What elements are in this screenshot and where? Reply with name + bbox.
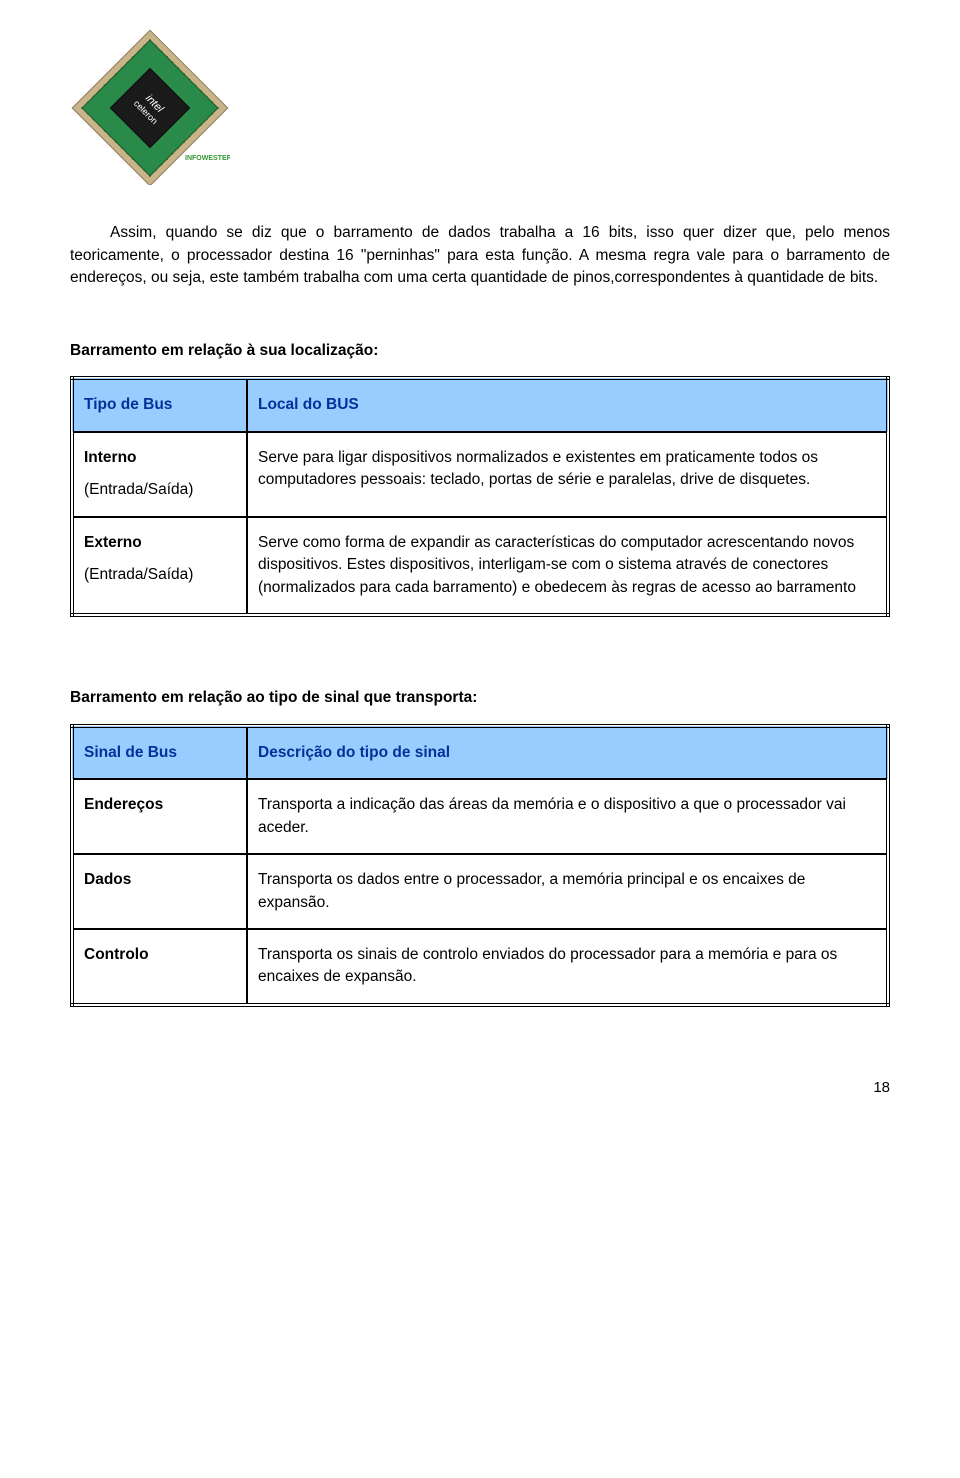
table2-row1-label: Dados	[72, 854, 247, 929]
table-header-row: Sinal de Bus Descrição do tipo de sinal	[72, 726, 888, 779]
table-row: Externo (Entrada/Saída) Serve como forma…	[72, 517, 888, 615]
row-label-strong: Interno	[84, 447, 236, 469]
table-row: Dados Transporta os dados entre o proces…	[72, 854, 888, 929]
intro-paragraph: Assim, quando se diz que o barramento de…	[70, 222, 890, 289]
table-header-row: Tipo de Bus Local do BUS	[72, 378, 888, 431]
table2-title: Barramento em relação ao tipo de sinal q…	[70, 687, 890, 709]
table-row: Controlo Transporta os sinais de control…	[72, 929, 888, 1005]
row-label-strong: Endereços	[84, 794, 236, 816]
table-row: Endereços Transporta a indicação das áre…	[72, 779, 888, 854]
table1-row0-label: Interno (Entrada/Saída)	[72, 432, 247, 517]
row-label-sub: (Entrada/Saída)	[84, 564, 236, 586]
table1-row1-label: Externo (Entrada/Saída)	[72, 517, 247, 615]
table2-row1-desc: Transporta os dados entre o processador,…	[247, 854, 888, 929]
bus-location-table: Tipo de Bus Local do BUS Interno (Entrad…	[70, 376, 890, 617]
table2-col1: Descrição do tipo de sinal	[247, 726, 888, 779]
page-number: 18	[70, 1077, 890, 1099]
row-label-strong: Controlo	[84, 944, 236, 966]
table-row: Interno (Entrada/Saída) Serve para ligar…	[72, 432, 888, 517]
table2-row0-desc: Transporta a indicação das áreas da memó…	[247, 779, 888, 854]
svg-text:INFOWESTER.COM: INFOWESTER.COM	[185, 155, 230, 162]
table1-title: Barramento em relação à sua localização:	[70, 340, 890, 362]
table1-col1: Local do BUS	[247, 378, 888, 431]
table1-col0: Tipo de Bus	[72, 378, 247, 431]
row-label-sub: (Entrada/Saída)	[84, 479, 236, 501]
intro-text: Assim, quando se diz que o barramento de…	[70, 224, 890, 286]
row-label-strong: Externo	[84, 532, 236, 554]
table1-row1-desc: Serve como forma de expandir as caracter…	[247, 517, 888, 615]
table2-col0: Sinal de Bus	[72, 726, 247, 779]
bus-signal-table: Sinal de Bus Descrição do tipo de sinal …	[70, 724, 890, 1007]
table2-row0-label: Endereços	[72, 779, 247, 854]
table2-row2-label: Controlo	[72, 929, 247, 1005]
table2-row2-desc: Transporta os sinais de controlo enviado…	[247, 929, 888, 1005]
row-label-strong: Dados	[84, 869, 236, 891]
cpu-chip-image: intel celeron INFOWESTER.COM	[70, 30, 890, 192]
table1-row0-desc: Serve para ligar dispositivos normalizad…	[247, 432, 888, 517]
